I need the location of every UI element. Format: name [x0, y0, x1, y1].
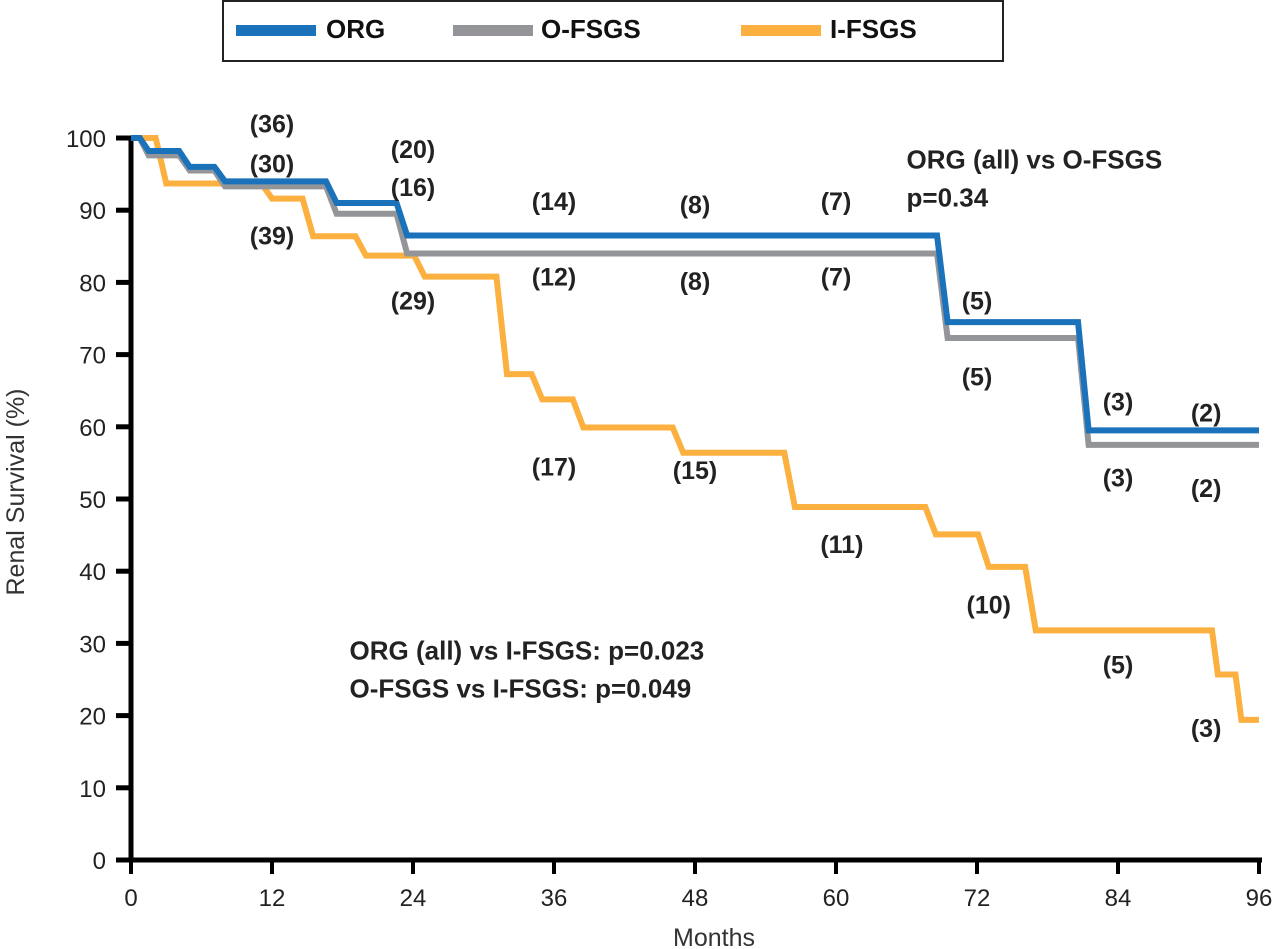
legend-box [222, 0, 1004, 62]
y-tick-label: 100 [66, 126, 106, 153]
x-tick-label: 0 [124, 885, 137, 912]
x-tick-label: 60 [823, 885, 850, 912]
x-tick-label: 24 [400, 885, 427, 912]
series-line-i-fsgs [131, 135, 1259, 723]
at-risk-label-org: (7) [821, 188, 852, 216]
x-ticks: 0 12 24 36 48 60 72 84 96 [124, 860, 1272, 912]
y-axis-title: Renal Survival (%) [2, 388, 30, 595]
y-tick-label: 0 [93, 848, 106, 875]
x-tick-label: 84 [1105, 885, 1132, 912]
y-tick-label: 50 [79, 487, 106, 514]
at-risk-label-o-fsgs: (30) [250, 150, 294, 178]
x-tick-label: 48 [682, 885, 709, 912]
at-risk-label-i-fsgs: (10) [967, 591, 1011, 619]
annotation-vs-ifsgs: ORG (all) vs I-FSGS: p=0.023 O-FSGS vs I-… [350, 636, 705, 704]
at-risk-label-o-fsgs: (3) [1103, 464, 1134, 492]
at-risk-label-i-fsgs: (29) [391, 287, 435, 315]
x-tick-label: 72 [964, 885, 991, 912]
y-ticks: 0 10 20 30 40 50 60 70 80 90 100 [66, 126, 131, 875]
x-axis-title: Months [673, 924, 755, 949]
at-risk-label-i-fsgs: (5) [1103, 651, 1134, 679]
at-risk-label-i-fsgs: (39) [250, 222, 294, 250]
legend-swatch-ifsgs [741, 25, 821, 36]
y-tick-label: 70 [79, 343, 106, 370]
legend-entry-org: ORG [236, 14, 385, 44]
at-risk-label-org: (20) [391, 136, 435, 164]
at-risk-label-i-fsgs: (3) [1191, 715, 1222, 743]
at-risk-label-o-fsgs: (16) [391, 174, 435, 202]
y-tick-label: 60 [79, 415, 106, 442]
at-risk-label-org: (14) [532, 188, 576, 216]
y-tick-label: 90 [79, 198, 106, 225]
legend-label-ifsgs: I-FSGS [830, 14, 917, 44]
at-risk-label-o-fsgs: (12) [532, 264, 576, 292]
at-risk-label-o-fsgs: (5) [962, 363, 993, 391]
annotation-line: ORG (all) vs I-FSGS: p=0.023 [350, 636, 705, 666]
legend-label-ofsgs: O-FSGS [541, 14, 641, 44]
annotation-line: O-FSGS vs I-FSGS: p=0.049 [350, 674, 692, 704]
annotation-org-vs-ofsgs: ORG (all) vs O-FSGS p=0.34 [907, 145, 1163, 213]
annotation-line: p=0.34 [907, 183, 989, 213]
at-risk-label-org: (36) [250, 111, 294, 139]
axes: 0 10 20 30 40 50 60 70 80 90 100 0 12 24 36 48 60 72 84 96… [2, 126, 1272, 949]
at-risk-label-org: (8) [680, 191, 711, 219]
x-tick-label: 96 [1246, 885, 1273, 912]
at-risk-label-o-fsgs: (8) [680, 268, 711, 296]
y-tick-label: 30 [79, 631, 106, 658]
at-risk-label-org: (5) [962, 287, 993, 315]
series-layer [131, 135, 1259, 723]
at-risk-label-org: (2) [1191, 399, 1222, 427]
legend: ORG O-FSGS I-FSGS [222, 0, 1004, 62]
at-risk-label-i-fsgs: (15) [673, 457, 717, 485]
at-risk-label-o-fsgs: (2) [1191, 475, 1222, 503]
series-line-org [131, 135, 1259, 434]
at-risk-labels: (36) (30) (39) (20) (16) (29) (14) (12) (8) (8) (7… [250, 111, 1222, 743]
series-line-o-fsgs [131, 135, 1259, 448]
at-risk-label-i-fsgs: (11) [820, 531, 863, 559]
y-tick-label: 40 [79, 559, 106, 586]
legend-entry-ifsgs: I-FSGS [741, 14, 917, 44]
y-tick-label: 10 [79, 776, 106, 803]
legend-label-org: ORG [326, 14, 385, 44]
legend-swatch-org [236, 25, 316, 36]
y-tick-label: 20 [79, 704, 106, 731]
annotations: ORG (all) vs O-FSGS p=0.34 ORG (all) vs I-… [350, 145, 1163, 704]
annotation-line: ORG (all) vs O-FSGS [907, 145, 1163, 175]
legend-swatch-ofsgs [453, 25, 533, 36]
at-risk-label-org: (3) [1103, 389, 1134, 417]
at-risk-label-o-fsgs: (7) [821, 264, 852, 292]
at-risk-label-i-fsgs: (17) [532, 454, 576, 482]
y-tick-label: 80 [79, 270, 106, 297]
x-tick-label: 12 [259, 885, 286, 912]
x-tick-label: 36 [541, 885, 568, 912]
legend-entry-ofsgs: O-FSGS [453, 14, 641, 44]
